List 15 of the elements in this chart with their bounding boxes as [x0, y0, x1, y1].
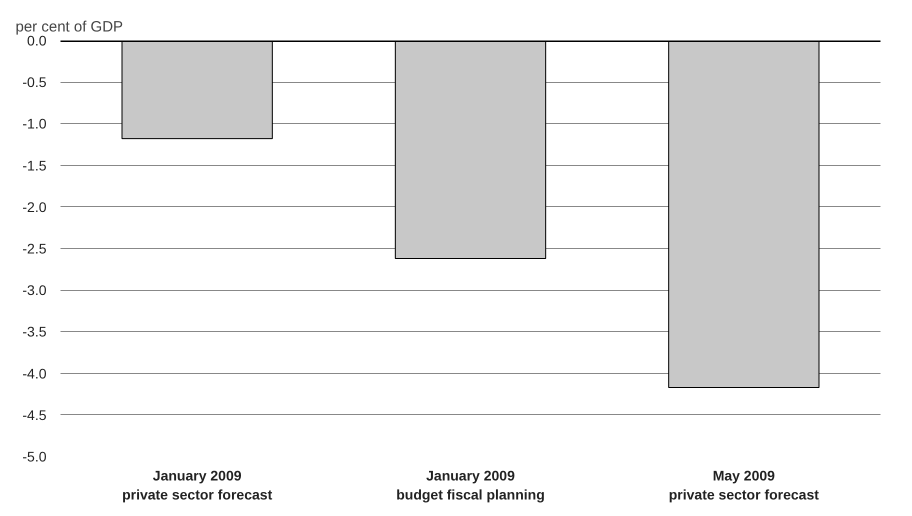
y-tick-label: 0.0 — [27, 32, 47, 48]
y-tick-label: -2.5 — [22, 240, 47, 256]
y-tick-label: -4.0 — [22, 365, 47, 382]
x-tick-label: May 2009 private sector forecast — [668, 468, 820, 503]
x-tick-label: January 2009 private sector forecast — [122, 468, 273, 503]
y-axis-title: per cent of GDP — [16, 18, 124, 36]
y-tick-label: -3.0 — [22, 282, 47, 298]
x-tick-label: January 2009 budget fiscal planning — [396, 468, 545, 503]
y-tick-label: -5.0 — [22, 448, 47, 464]
y-tick-label: -0.5 — [22, 74, 47, 90]
y-tick-label: -4.5 — [22, 406, 47, 423]
y-tick-label: -2.0 — [22, 198, 47, 215]
y-tick-label: -1.5 — [22, 157, 47, 174]
y-tick-label: -3.5 — [22, 324, 47, 340]
y-tick-label: -1.0 — [22, 116, 47, 132]
